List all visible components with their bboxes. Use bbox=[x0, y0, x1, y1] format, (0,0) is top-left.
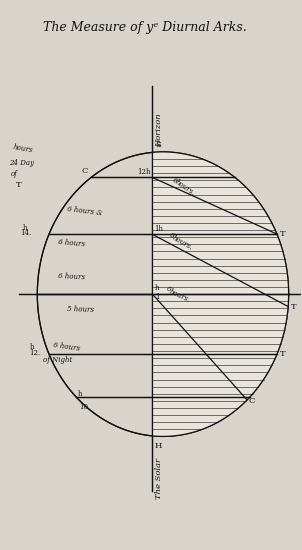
Text: 24 Day: 24 Day bbox=[9, 159, 34, 167]
Text: 12h: 12h bbox=[137, 168, 151, 176]
Text: Horizon: Horizon bbox=[156, 113, 163, 147]
Text: T: T bbox=[280, 230, 285, 238]
Text: The Measure of yᵉ Diurnal Arks.: The Measure of yᵉ Diurnal Arks. bbox=[43, 20, 247, 34]
Text: C: C bbox=[249, 397, 255, 405]
Text: hours.: hours. bbox=[173, 178, 197, 197]
Text: h: h bbox=[22, 224, 27, 232]
Text: of: of bbox=[10, 170, 17, 178]
Polygon shape bbox=[153, 152, 289, 437]
Text: 1: 1 bbox=[155, 293, 159, 301]
Text: 10: 10 bbox=[79, 403, 88, 411]
Text: T: T bbox=[291, 302, 297, 311]
Text: 14.: 14. bbox=[20, 229, 31, 237]
Text: The Solar: The Solar bbox=[156, 458, 163, 499]
Text: hours.: hours. bbox=[170, 234, 194, 252]
Text: 6 hours &: 6 hours & bbox=[67, 205, 103, 217]
Text: 6: 6 bbox=[165, 284, 172, 293]
Text: h: h bbox=[30, 343, 34, 351]
Text: 6: 6 bbox=[167, 231, 175, 240]
Text: hours: hours bbox=[12, 144, 33, 155]
Text: S: S bbox=[156, 141, 161, 149]
Text: 1h: 1h bbox=[154, 225, 163, 233]
Text: H: H bbox=[155, 442, 162, 450]
Text: h: h bbox=[77, 390, 82, 398]
Text: 12.: 12. bbox=[29, 349, 40, 357]
Text: 6 hours: 6 hours bbox=[58, 272, 86, 282]
Text: 6: 6 bbox=[170, 177, 179, 185]
Text: 6 hours: 6 hours bbox=[58, 238, 86, 249]
Text: h: h bbox=[155, 284, 159, 292]
Text: hours.: hours. bbox=[167, 288, 191, 304]
Text: T: T bbox=[16, 181, 22, 189]
Text: 5 hours: 5 hours bbox=[67, 305, 95, 314]
Text: 6 hours: 6 hours bbox=[52, 342, 80, 353]
Text: C: C bbox=[82, 167, 88, 175]
Text: T: T bbox=[280, 350, 286, 358]
Text: of Night: of Night bbox=[43, 356, 73, 364]
